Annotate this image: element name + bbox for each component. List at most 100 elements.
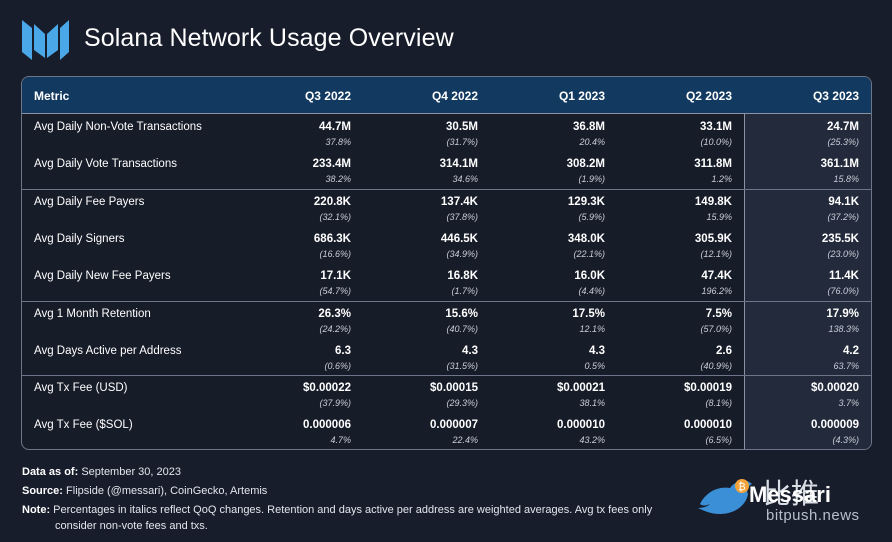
qoq-change: (4.3%): [832, 435, 859, 446]
metric-value: 17.9%: [826, 307, 859, 320]
watermark-cn: 比推: [763, 477, 820, 510]
group-divider: [22, 188, 871, 190]
table-row: Avg 1 Month Retention 26.3% (24.2%) 15.6% (4…: [22, 302, 871, 339]
metric-value: $0.00021: [557, 382, 605, 395]
table-row: Avg Tx Fee ($SOL) 0.000006 4.7% 0.000007 22.…: [22, 413, 871, 449]
qoq-change: 37.8%: [325, 137, 351, 147]
metric-value: 47.4K: [701, 270, 732, 283]
metric-value: 4.3: [462, 344, 478, 357]
source-line: Source: Flipside (@messari), CoinGecko, …: [22, 482, 712, 501]
qoq-change: 38.1%: [579, 398, 605, 409]
qoq-change: (29.3%): [446, 398, 478, 409]
qoq-change: (31.7%): [446, 137, 478, 147]
qoq-change: 20.4%: [579, 137, 605, 147]
metric-value: 94.1K: [828, 195, 859, 208]
metric-name: Avg Daily Signers: [34, 232, 125, 245]
metric-value: $0.00015: [430, 382, 478, 395]
metric-value: 235.5K: [821, 232, 859, 245]
qoq-change: (37.9%): [319, 398, 351, 409]
metric-value: $0.00019: [684, 382, 732, 395]
metric-value: 24.7M: [827, 121, 859, 133]
metric-value: 11.4K: [828, 270, 859, 283]
table-row: Avg Daily Fee Payers 220.8K (32.1%) 137.4K (…: [22, 190, 871, 227]
metric-value: 233.4M: [312, 158, 351, 171]
metric-value: 446.5K: [440, 232, 478, 245]
metric-value: 0.000009: [811, 419, 859, 432]
note-line: Note: Percentages in italics reflect QoQ…: [22, 503, 712, 517]
metric-value: 7.5%: [705, 307, 732, 320]
qoq-change: (10.0%): [700, 137, 732, 147]
column-header-metric: Metric: [34, 89, 70, 103]
column-header-q1-2023: Q1 2023: [558, 89, 605, 103]
metric-value: 348.0K: [567, 232, 605, 245]
qoq-change: (0.6%): [324, 360, 351, 371]
metric-value: 17.1K: [320, 270, 351, 283]
watermark-url: bitpush.news: [766, 507, 860, 524]
qoq-change: (24.2%): [319, 323, 351, 334]
metric-value: 44.7M: [319, 121, 351, 133]
qoq-change: (37.8%): [446, 211, 478, 222]
metric-value: 2.6: [716, 344, 732, 357]
table-row: Avg Days Active per Address 6.3 (0.6%) 4.3 (…: [22, 339, 871, 376]
metric-value: 129.3K: [567, 195, 605, 208]
note-label: Note:: [22, 504, 51, 516]
note-text-1: Percentages in italics reflect QoQ chang…: [53, 504, 653, 516]
metric-value: 0.000007: [430, 419, 478, 432]
svg-text:₿: ₿: [738, 481, 745, 493]
table-row: Avg Daily New Fee Payers 17.1K (54.7%) 16.8…: [22, 264, 871, 301]
qoq-change: (54.7%): [319, 286, 351, 297]
table-row: Avg Tx Fee (USD) $0.00022 (37.9%) $0.00015 (…: [22, 376, 871, 413]
metric-name: Avg Tx Fee (USD): [34, 382, 128, 395]
metric-value: 314.1M: [439, 158, 478, 171]
usage-table: Metric Q3 2022 Q4 2022 Q1 2023 Q2 2023 Q…: [21, 76, 872, 450]
table-row: Avg Daily Vote Transactions 233.4M 38.2% 31…: [22, 152, 871, 189]
messari-logo-icon: [22, 20, 69, 60]
metric-value: 0.000010: [557, 419, 605, 432]
metric-value: 36.8M: [573, 121, 605, 133]
metric-value: 305.9K: [694, 232, 732, 245]
metric-value: $0.00022: [303, 382, 351, 395]
metric-value: 15.6%: [445, 307, 478, 320]
metric-name: Avg Daily Fee Payers: [34, 195, 145, 208]
metric-name: Avg Daily Non-Vote Transactions: [34, 121, 202, 133]
qoq-change: (1.9%): [578, 174, 605, 185]
qoq-change: (40.7%): [446, 323, 478, 334]
source-value: Flipside (@messari), CoinGecko, Artemis: [66, 485, 268, 497]
watermark-brand: Messari: [749, 482, 831, 507]
qoq-change: 0.5%: [584, 360, 605, 371]
qoq-change: (76.0%): [827, 286, 859, 297]
qoq-change: 196.2%: [701, 286, 732, 297]
metric-name: Avg Daily Vote Transactions: [34, 158, 177, 171]
page-title: Solana Network Usage Overview: [84, 23, 454, 52]
report-header: Solana Network Usage Overview: [20, 14, 454, 62]
metric-value: 311.8M: [694, 158, 732, 171]
qoq-change: 3.7%: [838, 398, 859, 409]
table-header: Metric Q3 2022 Q4 2022 Q1 2023 Q2 2023 Q…: [22, 77, 871, 114]
column-header-q3-2023: Q3 2023: [812, 89, 859, 103]
metric-value: 17.5%: [572, 307, 605, 320]
column-header-q4-2022: Q4 2022: [431, 89, 478, 103]
qoq-change: (12.1%): [700, 248, 732, 259]
metric-value: 4.3: [589, 344, 605, 357]
data-date-line: Data as of: September 30, 2023: [22, 463, 712, 482]
metric-name: Avg 1 Month Retention: [34, 307, 151, 320]
group-divider: [22, 375, 871, 377]
qoq-change: (5.9%): [578, 211, 605, 222]
qoq-change: (40.9%): [700, 360, 732, 371]
watermark: ₿ 比推 Messari bitpush.news: [696, 472, 878, 528]
metric-value: 220.8K: [313, 195, 351, 208]
column-header-q3-2022: Q3 2022: [304, 89, 351, 103]
qoq-change: 38.2%: [325, 174, 351, 185]
qoq-change: (22.1%): [573, 248, 605, 259]
metric-value: 6.3: [335, 344, 351, 357]
group-divider: [22, 300, 871, 302]
metric-value: 16.0K: [574, 270, 605, 283]
qoq-change: 4.7%: [330, 435, 351, 446]
qoq-change: 138.3%: [828, 323, 859, 334]
qoq-change: 22.4%: [452, 435, 478, 446]
date-label: Data as of:: [22, 466, 79, 478]
qoq-change: 34.6%: [452, 174, 478, 185]
metric-value: 0.000006: [303, 419, 351, 432]
qoq-change: (1.7%): [451, 286, 478, 297]
highlight-column: [744, 77, 871, 449]
